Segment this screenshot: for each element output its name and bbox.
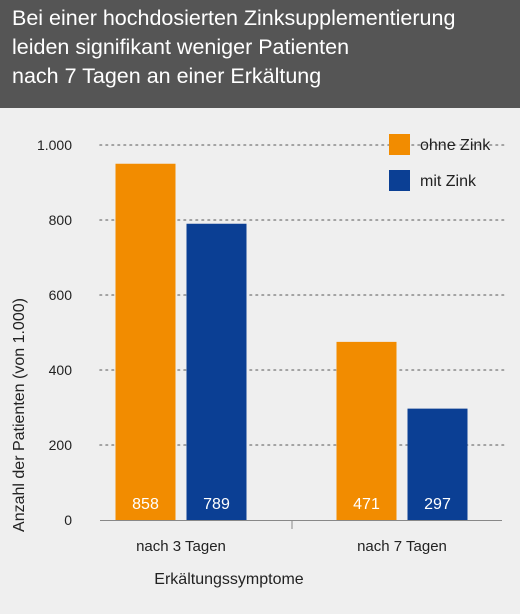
legend-label: ohne Zink xyxy=(420,137,491,154)
bar-value-label: 297 xyxy=(424,496,451,513)
bar-value-label: 858 xyxy=(132,496,159,513)
bar-value-label: 789 xyxy=(203,496,230,513)
legend-label: mit Zink xyxy=(420,173,477,190)
y-tick-label: 400 xyxy=(49,362,73,378)
legend-swatch xyxy=(389,134,410,155)
y-tick-label: 600 xyxy=(49,287,73,303)
y-tick-label: 1.000 xyxy=(37,137,72,153)
y-tick-label: 200 xyxy=(49,437,73,453)
title-line-2: leiden signifikant weniger Patienten xyxy=(12,35,350,59)
y-tick-label: 800 xyxy=(49,212,73,228)
title-banner: Bei einer hochdosierten Zinksupplementie… xyxy=(0,0,520,108)
title-line-1: Bei einer hochdosierten Zinksupplementie… xyxy=(12,6,456,30)
bars: 858 789 471 297 xyxy=(115,163,468,520)
y-tick-label: 0 xyxy=(64,512,72,528)
legend: ohne Zink mit Zink xyxy=(389,134,491,191)
bar-mit-zink xyxy=(186,223,247,520)
bar-ohne-zink xyxy=(115,163,176,520)
x-axis-label: Erkältungssymptome xyxy=(154,571,303,588)
x-tick-label: nach 7 Tagen xyxy=(357,538,447,555)
axes: 0 200 400 600 800 1.000 nach 3 Tagen nach 7 Tag… xyxy=(37,137,502,555)
title-line-3: nach 7 Tagen an einer Erkältung xyxy=(12,64,322,88)
bar-ohne-zink xyxy=(336,341,397,520)
x-tick-label: nach 3 Tagen xyxy=(136,538,226,555)
bar-mit-zink xyxy=(407,408,468,520)
bar-chart: 858 789 471 297 0 200 400 600 800 1.000 nach 3 Ta… xyxy=(11,134,506,588)
y-axis-label: Anzahl der Patienten (von 1.000) xyxy=(11,298,28,532)
bar-value-label: 471 xyxy=(353,496,380,513)
legend-swatch xyxy=(389,170,410,191)
